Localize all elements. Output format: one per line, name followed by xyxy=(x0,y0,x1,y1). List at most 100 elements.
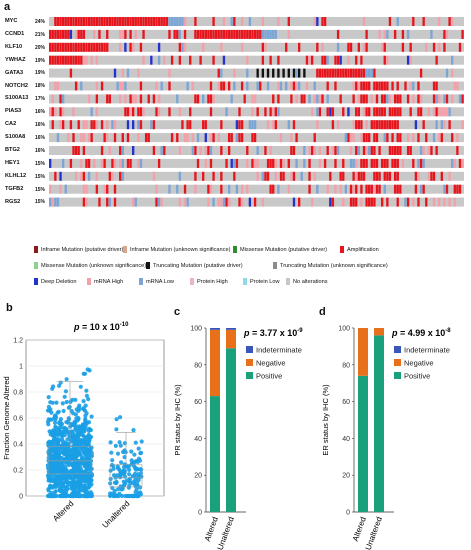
alteration-cell xyxy=(329,171,332,181)
data-point xyxy=(139,439,144,444)
alteration-cell xyxy=(321,55,324,65)
alteration-cell xyxy=(373,107,376,117)
alteration-cell xyxy=(318,158,322,168)
alteration-cell xyxy=(274,120,277,130)
alteration-cell xyxy=(352,94,355,104)
p-symbol: p xyxy=(243,328,250,338)
alteration-cell xyxy=(349,133,353,143)
alteration-cell xyxy=(157,107,161,117)
alteration-cell xyxy=(59,29,62,39)
data-point xyxy=(122,470,127,475)
alteration-cell xyxy=(378,120,381,130)
alteration-cell xyxy=(313,94,316,104)
data-point xyxy=(127,479,132,484)
alteration-cell xyxy=(233,81,236,91)
alteration-cell xyxy=(261,29,265,39)
alteration-cell xyxy=(266,29,270,39)
alteration-cell xyxy=(391,133,394,143)
alteration-cell xyxy=(230,17,233,26)
data-point xyxy=(83,450,88,455)
alteration-cell xyxy=(396,197,399,207)
alteration-cell xyxy=(87,133,91,143)
alteration-cell xyxy=(124,94,127,104)
alteration-cell xyxy=(54,17,57,26)
legend: Indeterminate Negative Positive xyxy=(246,346,302,381)
alteration-cell xyxy=(355,107,358,117)
alteration-cell xyxy=(137,120,140,130)
alteration-cell xyxy=(396,133,399,143)
data-point xyxy=(47,417,53,422)
alteration-cell xyxy=(129,107,132,117)
data-point xyxy=(53,489,58,494)
oncoprint-track-rgs2 xyxy=(49,197,464,207)
gene-label-pias3: PIAS3 xyxy=(5,108,22,115)
data-point xyxy=(120,493,125,499)
data-point xyxy=(119,460,124,465)
panel-c-letter: c xyxy=(174,306,181,318)
alteration-cell xyxy=(445,68,449,78)
alteration-cell xyxy=(144,17,148,26)
alteration-cell xyxy=(339,68,342,78)
alteration-cell xyxy=(82,184,86,194)
alteration-cell xyxy=(287,29,290,39)
oncoprint-track-gata3 xyxy=(49,68,464,78)
oncoprint-track-ywhaz xyxy=(49,55,464,65)
alteration-cell xyxy=(54,107,57,117)
data-point xyxy=(61,408,66,414)
alteration-cell xyxy=(295,94,298,104)
alteration-cell xyxy=(87,17,91,26)
alteration-cell xyxy=(191,146,194,155)
alteration-cell xyxy=(417,81,420,91)
alteration-cell xyxy=(445,94,449,104)
alteration-cell xyxy=(417,133,420,143)
data-point xyxy=(85,479,90,484)
alteration-cell xyxy=(365,184,368,194)
alteration-cell xyxy=(352,133,355,143)
alteration-cell xyxy=(243,94,246,104)
data-point xyxy=(60,401,65,406)
data-point xyxy=(127,483,132,488)
legend-label-positive: Positive xyxy=(256,372,282,381)
data-point xyxy=(67,432,72,437)
alteration-cell xyxy=(383,107,386,117)
alteration-cell xyxy=(178,55,182,65)
alteration-cell xyxy=(391,158,394,168)
alteration-cell xyxy=(383,42,386,52)
alteration-cell xyxy=(357,68,360,78)
alteration-cell xyxy=(215,29,218,39)
alteration-cell xyxy=(381,94,384,104)
alteration-cell xyxy=(253,120,257,130)
alteration-cell xyxy=(386,158,389,168)
alteration-cell xyxy=(163,17,166,26)
alteration-cell xyxy=(378,171,381,181)
alteration-cell xyxy=(370,68,373,78)
alteration-cell xyxy=(285,81,288,91)
alteration-cell xyxy=(95,184,99,194)
alteration-cell xyxy=(266,81,270,91)
alteration-cell xyxy=(103,184,106,194)
alteration-cell xyxy=(339,184,342,194)
data-point xyxy=(74,428,79,434)
data-point xyxy=(108,468,113,473)
alteration-cell xyxy=(95,120,99,130)
alteration-cell xyxy=(95,107,99,117)
alteration-cell xyxy=(451,94,454,104)
alteration-cell xyxy=(121,17,124,26)
alteration-cell xyxy=(419,146,423,155)
alteration-cell xyxy=(399,94,402,104)
alteration-cell xyxy=(272,29,275,39)
data-point xyxy=(80,433,85,438)
data-point xyxy=(70,447,75,453)
alteration-cell xyxy=(49,184,52,194)
alteration-cell xyxy=(342,197,345,207)
alteration-cell xyxy=(212,133,215,143)
alteration-cell xyxy=(393,94,397,104)
alteration-cell xyxy=(422,158,425,168)
alteration-cell xyxy=(168,107,171,117)
alteration-cell xyxy=(142,107,145,117)
alteration-cell xyxy=(443,42,446,52)
data-point xyxy=(127,467,132,472)
alteration-cell xyxy=(93,158,96,168)
data-point xyxy=(82,464,87,469)
alteration-cell xyxy=(388,17,392,26)
